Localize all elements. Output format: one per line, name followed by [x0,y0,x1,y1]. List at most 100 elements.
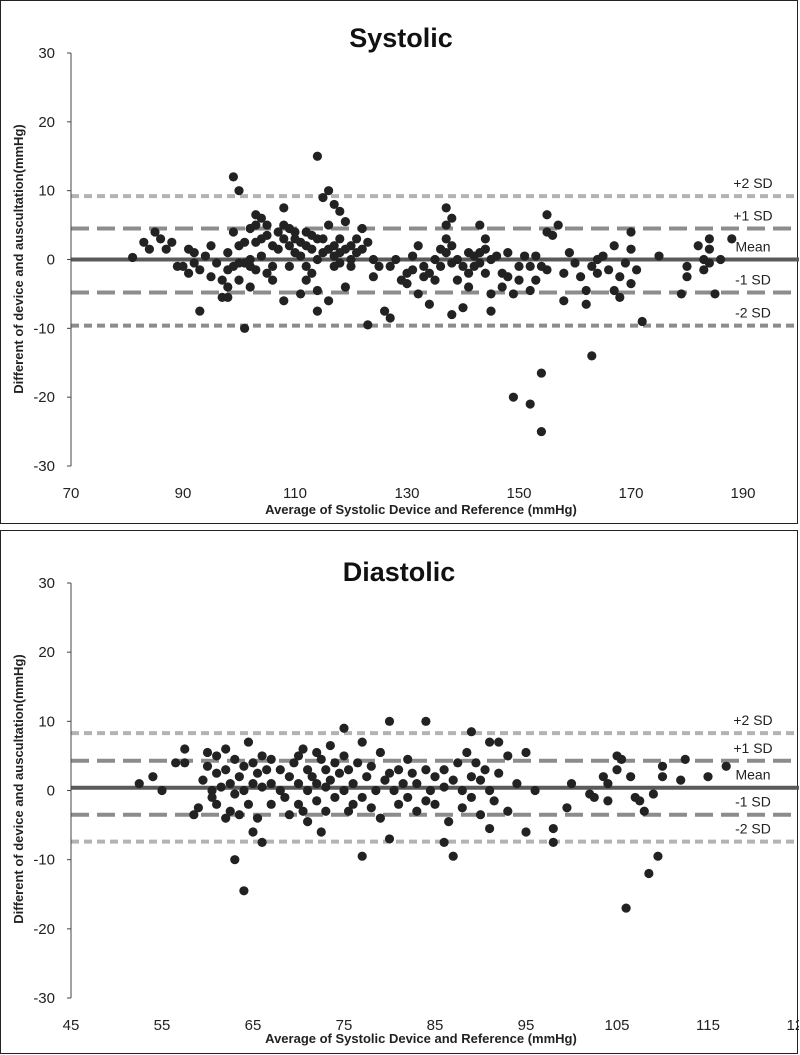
data-point [357,244,367,254]
data-point [676,775,686,785]
data-point [644,868,654,879]
data-point [475,220,485,230]
data-point [180,758,190,768]
data-point [245,254,255,265]
data-point [329,241,339,251]
data-point [371,785,381,796]
data-point [366,761,376,771]
x-tick-label: 170 [618,485,643,502]
data-point [587,261,597,271]
data-point [514,275,524,285]
data-point [318,192,328,203]
data-point [503,272,513,282]
data-point [553,220,563,230]
data-point [363,237,373,247]
data-point [279,234,289,244]
data-point [654,251,664,261]
data-point [343,765,354,775]
data-point [202,761,213,771]
data-point [485,823,495,834]
data-point [626,244,636,254]
data-point [616,754,627,764]
data-point [312,306,322,316]
data-point [508,289,518,299]
data-point [485,737,495,747]
x-tick-label: 105 [604,1017,629,1034]
data-point [562,803,572,813]
data-point [293,751,304,761]
data-point [682,272,692,282]
data-point [704,244,715,254]
data-point [303,765,313,775]
data-point [480,765,490,775]
data-point [375,813,385,823]
data-point [439,765,449,775]
data-point [340,217,350,227]
data-point [447,213,457,223]
data-point [339,723,349,733]
reference-line-label: +2 SD [733,175,772,191]
data-point [257,782,267,792]
data-point [721,761,731,771]
data-point [598,772,608,782]
data-point [704,258,715,268]
data-point [193,803,203,813]
data-point [635,796,645,806]
x-tick-label: 125 [786,1017,799,1034]
data-point [419,261,429,271]
data-point [385,261,395,271]
data-point [252,768,263,778]
data-point [357,737,367,747]
data-point [564,248,575,258]
data-point [262,268,272,278]
data-point [457,785,467,796]
data-point [275,765,285,775]
data-point [421,796,431,806]
data-point [403,754,413,764]
data-point [458,303,468,313]
data-point [251,265,261,275]
chart-title: Diastolic [343,557,456,587]
data-point [471,758,481,768]
data-point [234,275,244,285]
data-point [234,186,244,196]
data-point [189,810,199,820]
data-point [206,241,216,251]
x-tick-label: 85 [427,1017,444,1034]
data-point [307,268,317,278]
y-tick-label: -20 [33,921,55,938]
data-point [407,768,417,778]
data-point [441,220,451,230]
data-point [448,851,458,861]
data-point [284,810,294,820]
data-point [321,782,331,792]
y-tick-label: -10 [33,320,55,337]
data-point [324,186,334,196]
x-tick-label: 130 [394,485,419,502]
data-point [368,254,378,265]
data-point [632,265,642,275]
data-point [430,254,440,265]
data-point [234,772,244,782]
data-point [503,751,513,761]
data-point [413,289,423,299]
data-point [293,778,304,789]
data-point [212,751,222,761]
data-point [212,768,222,778]
data-point [202,747,213,758]
data-point [268,275,278,285]
data-point [621,903,631,913]
data-point [339,751,349,761]
data-point [425,785,436,796]
data-point [466,727,476,737]
data-point [475,810,486,820]
data-point [398,778,408,789]
data-point [223,292,233,302]
data-point [189,258,199,268]
data-point [252,813,263,823]
data-point [676,289,687,299]
data-point [346,241,356,251]
y-axis-label: Different of device and auscultation(mmH… [11,124,26,393]
x-tick-label: 115 [696,1017,720,1034]
data-point [447,309,457,320]
